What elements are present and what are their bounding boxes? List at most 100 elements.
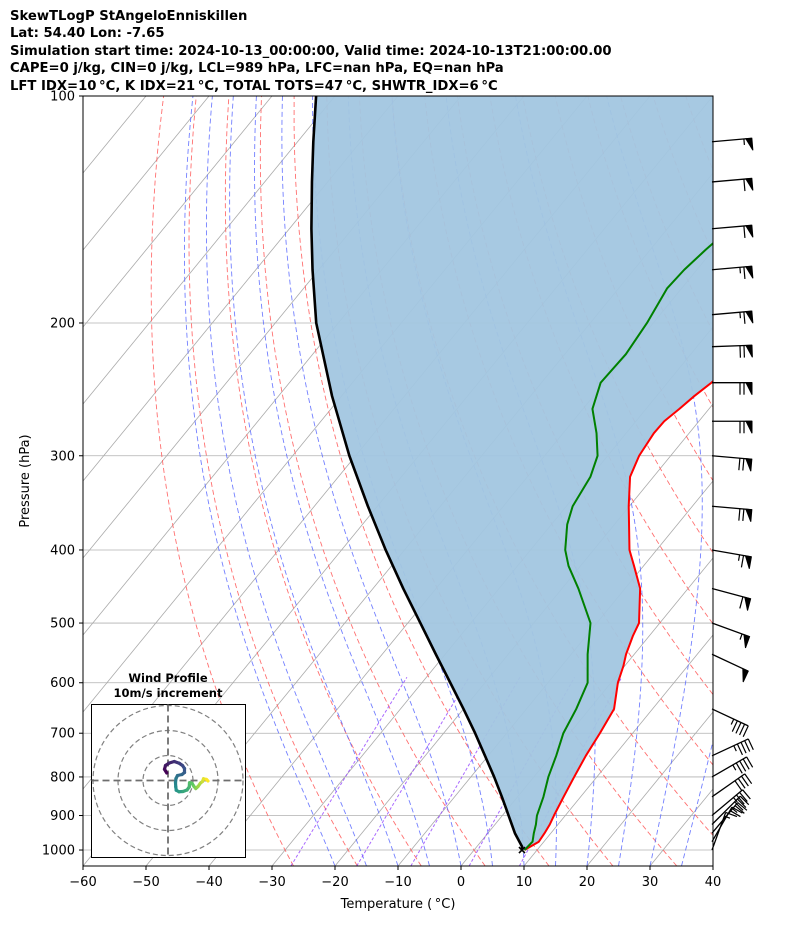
isotherm — [83, 96, 210, 251]
wind-barb — [711, 137, 754, 151]
dry-adiabat — [259, 96, 486, 866]
barb-half — [739, 267, 742, 274]
wind-barb — [711, 177, 754, 192]
wind-barb — [711, 549, 752, 569]
wind-barb — [711, 802, 748, 834]
barb-full — [731, 720, 738, 732]
stability-line: CAPE=0 j/kg, CIN=0 j/kg, LCL=989 hPa, LF… — [10, 61, 504, 77]
barb-flag — [745, 224, 754, 238]
barb-full — [735, 762, 743, 774]
barb-shaft — [711, 622, 750, 638]
wind-barb — [711, 756, 754, 778]
barb-flag — [745, 508, 753, 522]
barb-half — [737, 554, 741, 561]
barb-shaft — [711, 789, 744, 817]
x-tick-label: −30 — [258, 875, 285, 890]
barb-shaft — [711, 344, 752, 348]
x-tick-label: −50 — [132, 875, 159, 890]
y-tick-label: 900 — [50, 809, 75, 824]
barb-full — [742, 508, 745, 522]
x-tick-label: 30 — [642, 875, 659, 890]
barb-full — [739, 723, 746, 736]
parcel-line — [310, 96, 524, 851]
barb-full — [737, 802, 748, 811]
wind-barb — [711, 344, 753, 358]
wind-barbs — [711, 137, 754, 851]
y-tick-label: 1000 — [42, 844, 75, 859]
moist-adiabat — [254, 96, 430, 866]
wind-barb — [712, 420, 753, 434]
barb-full — [735, 722, 742, 734]
barb-shaft — [711, 756, 747, 778]
barb-flag — [745, 382, 753, 395]
dry-adiabat — [784, 96, 794, 866]
dewpoint-line — [523, 241, 713, 851]
chart-title: SkewTLogP StAngeloEnniskillen — [10, 9, 248, 24]
y-tick-label: 800 — [50, 770, 75, 785]
barb-shaft — [711, 773, 746, 798]
barb-shaft — [711, 802, 739, 834]
barb-full — [743, 311, 746, 324]
barb-shaft — [711, 265, 752, 271]
y-tick-label: 700 — [50, 727, 75, 742]
wind-barb — [711, 310, 754, 324]
dry-adiabat — [224, 96, 422, 866]
barb-full — [739, 760, 747, 772]
barb-flag — [745, 137, 754, 151]
profile-layer — [310, 96, 713, 854]
barb-half — [732, 797, 738, 803]
barb-full — [743, 225, 746, 238]
barb-shaft — [711, 137, 752, 143]
barb-full — [742, 758, 750, 770]
barb-flag — [743, 633, 751, 649]
barb-shaft — [711, 653, 749, 672]
x-tick-label: −10 — [384, 875, 411, 890]
dry-adiabat — [188, 96, 358, 866]
barb-shaft — [711, 224, 752, 230]
barb-full — [744, 740, 751, 752]
barb-shaft — [711, 549, 752, 558]
barb-full — [747, 738, 754, 751]
y-axis-label: Pressure (hPa) — [18, 434, 33, 527]
cin-shaded-area — [311, 96, 713, 851]
dry-adiabat — [718, 96, 794, 866]
x-tick-label: 0 — [457, 875, 465, 890]
hodograph-trace-segment — [204, 777, 210, 783]
barb-flag — [745, 177, 754, 191]
axes-layer: −60 −50 −40 −30 −20 −10 0 10 20 30 40 100 200 300 400 5… — [18, 90, 721, 913]
temperature-line — [523, 380, 713, 851]
barb-shaft — [711, 310, 752, 316]
y-tick-label: 200 — [50, 316, 75, 331]
isotherm — [83, 96, 399, 482]
x-tick-label: −60 — [69, 875, 96, 890]
barb-shaft — [711, 505, 752, 511]
barb-half — [743, 138, 745, 146]
index-line: LFT IDX=10 °C, K IDX=21 °C, TOTAL TOTS=4… — [10, 78, 498, 94]
y-tick-label: 600 — [50, 676, 75, 691]
x-tick-label: −40 — [195, 875, 222, 890]
isotherm — [334, 403, 713, 866]
location-line: Lat: 54.40 Lon: -7.65 — [10, 26, 165, 42]
moist-adiabat — [606, 96, 703, 866]
barb-full — [736, 743, 743, 756]
barb-full — [742, 725, 749, 737]
moist-adiabat — [229, 96, 399, 866]
wind-barb — [711, 265, 754, 279]
wind-barb — [711, 455, 753, 472]
isotherm — [712, 865, 713, 866]
chart-header: SkewTLogP StAngeloEnniskillen Lat: 54.40… — [10, 8, 612, 95]
x-tick-label: −20 — [321, 875, 348, 890]
x-tick-label: 20 — [579, 875, 596, 890]
x-tick-label: 10 — [516, 875, 533, 890]
barb-half — [733, 745, 737, 752]
isotherm — [83, 96, 273, 328]
dry-adiabat — [751, 96, 794, 866]
isotherm — [586, 711, 713, 866]
moist-adiabat — [281, 96, 462, 866]
barb-flag — [744, 596, 752, 611]
barb-half — [732, 808, 738, 814]
barb-full — [739, 596, 744, 609]
wind-barb — [711, 224, 754, 238]
